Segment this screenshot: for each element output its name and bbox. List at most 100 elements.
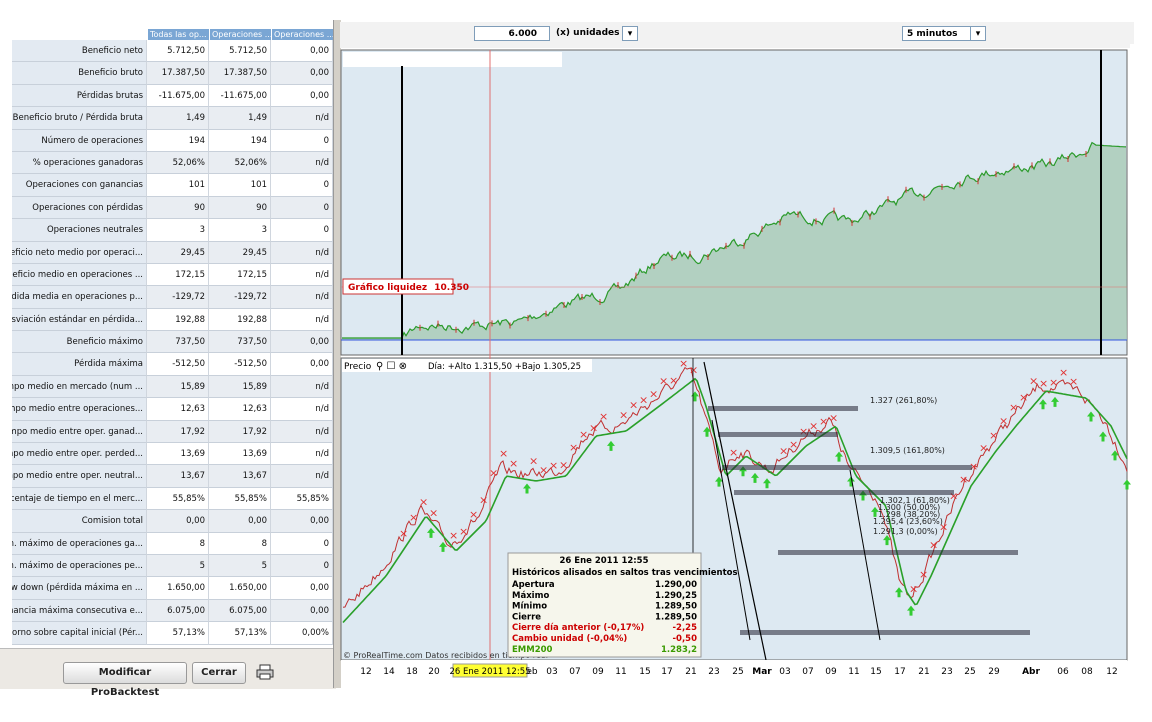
x-label: 25	[732, 667, 743, 677]
cell: 0,00	[147, 510, 209, 533]
buy-marker	[1039, 399, 1047, 410]
cell-text: 12,63	[180, 404, 205, 415]
equity-label-box	[342, 278, 454, 295]
x-label: 07	[569, 667, 580, 677]
buy-marker	[883, 535, 891, 546]
row-label-text: Retorno sobre capital inicial (Pér...	[12, 628, 143, 639]
cell: 3	[147, 219, 209, 242]
table-row: Desviación estándar en pérdida... 192,88 1…	[12, 308, 333, 332]
cell: n/d	[271, 151, 333, 175]
cell: 8	[147, 532, 209, 555]
tooltip-key: EMM200	[512, 645, 553, 655]
table-row: Draw down (pérdida máxima en ... 1.650,00…	[12, 577, 333, 600]
cell: -11.675,00	[209, 84, 271, 108]
print-icon[interactable]	[256, 664, 274, 680]
row-label-text: Beneficio neto	[81, 46, 143, 56]
sell-marker: ×	[599, 410, 608, 423]
cell: 0,00	[209, 510, 271, 533]
x-label: 06	[1057, 667, 1069, 677]
table-row: Num. máximo de operaciones ga... 8 8 0	[12, 532, 333, 555]
tooltip-key: Mínimo	[512, 602, 547, 612]
sell-marker: ×	[969, 460, 978, 473]
sell-marker: ×	[1039, 377, 1048, 390]
units-dropdown[interactable]: (x) unidades	[556, 28, 620, 38]
x-label: 11	[848, 667, 859, 677]
cell: 737,50	[147, 331, 209, 354]
buy-marker	[1051, 396, 1059, 407]
row-label-text: Desviación estándar en pérdida...	[12, 314, 143, 325]
sell-marker: ×	[619, 409, 628, 422]
splitter[interactable]	[333, 20, 341, 688]
tool-icons[interactable]: ⚲ ☐ ⊗	[376, 361, 407, 372]
row-label: Tiempo medio en mercado (num ...	[12, 375, 147, 399]
table-row: Pérdida máxima -512,50 -512,50 0,00	[12, 353, 333, 376]
table-row: Beneficio neto medio por operaci... 29,45…	[12, 241, 333, 264]
x-label: 21	[918, 667, 929, 677]
cell: 6.075,00	[147, 599, 209, 623]
tooltip-key: Cierre	[512, 612, 541, 622]
cell-text: 194	[250, 135, 267, 146]
cell: 1,49	[209, 107, 271, 130]
table-row: Tiempo medio en mercado (num ... 15,89 15,…	[12, 375, 333, 399]
row-label: Tiempo medio entre operaciones...	[12, 398, 147, 421]
cell-text: 101	[250, 180, 267, 191]
units-arrow[interactable]: ▾	[622, 26, 638, 41]
table-header: Todas las op... Operaciones ... Operacione…	[12, 29, 333, 40]
close-button[interactable]: Cerrar	[192, 662, 246, 684]
table-row: Pérdidas brutas -11.675,00 -11.675,00 0,00	[12, 84, 333, 108]
cell: n/d	[271, 465, 333, 488]
row-label-text: Pérdida media en operaciones p...	[12, 292, 143, 303]
row-label-text: Beneficio máximo	[66, 337, 143, 348]
timeframe-arrow[interactable]: ▾	[970, 26, 986, 41]
timeframe-dropdown[interactable]: 5 minutos	[902, 26, 986, 41]
row-label: Num. máximo de operaciones ga...	[12, 532, 147, 555]
row-label-text: Porcentaje de tiempo en el merc...	[12, 493, 143, 504]
stats-table: Todas las op... Operaciones ... Operacione…	[12, 29, 333, 645]
table-row: Beneficio bruto 17.387,50 17.387,50 0,00	[12, 62, 333, 85]
cell: 194	[147, 129, 209, 152]
cell-text: -129,72	[172, 292, 205, 303]
sell-marker: ×	[959, 473, 968, 486]
sell-marker: ×	[669, 374, 678, 387]
price-line	[342, 366, 1128, 608]
cell: 52,06%	[147, 151, 209, 175]
sell-marker: ×	[409, 511, 418, 524]
cell-text: -11.675,00	[158, 90, 205, 101]
x-label: 21	[685, 667, 696, 677]
sell-marker: ×	[499, 447, 508, 460]
table-row: Porcentaje de tiempo en el merc... 55,85%…	[12, 487, 333, 511]
sell-marker: ×	[929, 538, 938, 551]
cell-text: 1.650,00	[167, 583, 205, 594]
table-row: Beneficio medio en operaciones ... 172,15…	[12, 263, 333, 287]
price-info: Día: +Alto 1.315,50 +Bajo 1.305,25	[428, 362, 581, 372]
sell-marker: ×	[469, 508, 478, 521]
buy-marker	[871, 506, 879, 517]
modify-button[interactable]: Modificar ProBacktest	[63, 662, 187, 698]
cell-text: 5.712,50	[167, 46, 205, 56]
x-label: eb	[526, 667, 538, 677]
row-label: Beneficio neto	[12, 40, 147, 63]
annotation-scribble	[734, 490, 954, 495]
x-label: 11	[615, 667, 626, 677]
cell: 1.650,00	[147, 577, 209, 600]
sell-marker: ×	[449, 529, 458, 542]
equity-area	[342, 142, 1127, 340]
cell: 0,00	[271, 353, 333, 376]
cell: 0,00	[271, 331, 333, 354]
annotation-scribble	[778, 550, 1018, 555]
cell-text: 5.712,50	[229, 46, 267, 56]
quantity-input[interactable]: 6.000	[474, 26, 550, 41]
cell-text: 0	[323, 135, 329, 146]
cell-text: 13,69	[180, 449, 205, 460]
row-label-text: Número de operaciones	[41, 135, 143, 146]
x-label: 20	[428, 667, 440, 677]
cell: 13,67	[209, 465, 271, 488]
cell: 29,45	[209, 241, 271, 264]
cell-text: 101	[188, 180, 205, 191]
table-row: Beneficio bruto / Pérdida bruta 1,49 1,49 n…	[12, 107, 333, 130]
trend-line	[703, 361, 767, 661]
buy-marker	[691, 391, 699, 402]
cell: 0,00	[271, 62, 333, 85]
cell-text: 0,00	[310, 583, 329, 594]
cell-text: 12,63	[242, 404, 267, 415]
